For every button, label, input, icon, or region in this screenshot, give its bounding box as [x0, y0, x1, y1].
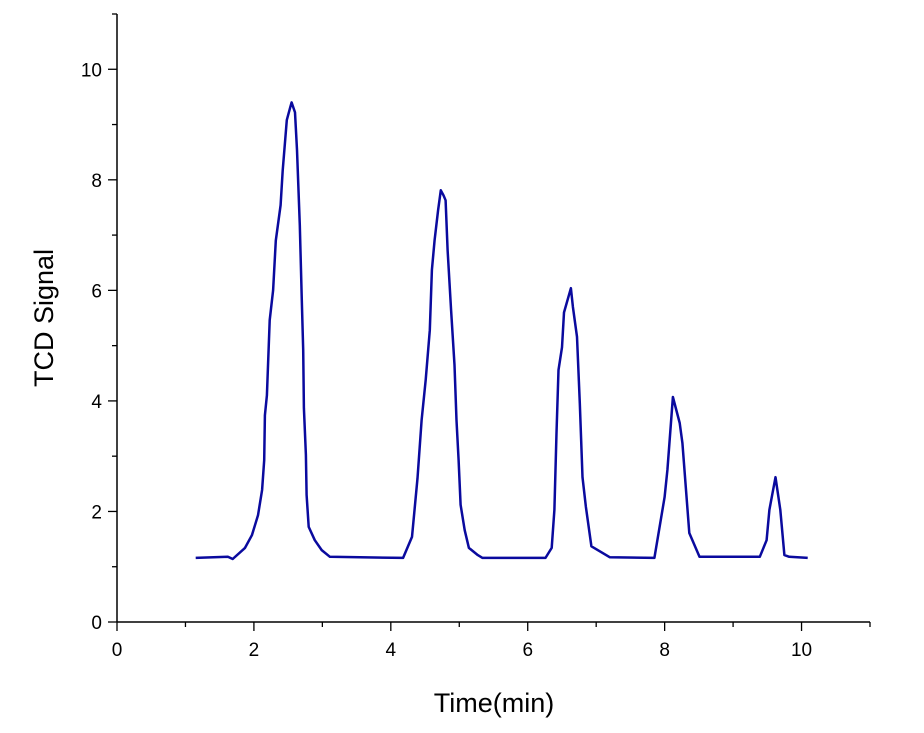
x-tick-label: 4: [386, 640, 397, 661]
ticks: 0 2 4 6 8 10 0 2 4 6 8 10: [81, 13, 871, 661]
x-tick-label: 10: [791, 640, 812, 661]
x-axis-label: Time(min): [434, 688, 555, 718]
y-tick-label: 10: [81, 60, 102, 81]
x-tick-label: 0: [112, 640, 123, 661]
axes: [116, 14, 870, 623]
y-tick-label: 4: [91, 392, 102, 413]
series-line: [195, 101, 808, 561]
y-tick-label: 6: [91, 281, 102, 302]
y-axis-label: TCD Signal: [29, 249, 59, 387]
y-tick-label: 0: [91, 613, 102, 634]
x-tick-label: 8: [659, 640, 670, 661]
y-tick-label: 2: [91, 502, 102, 523]
y-tick-label: 8: [91, 171, 102, 192]
x-tick-label: 6: [522, 640, 533, 661]
x-tick-label: 2: [249, 640, 260, 661]
